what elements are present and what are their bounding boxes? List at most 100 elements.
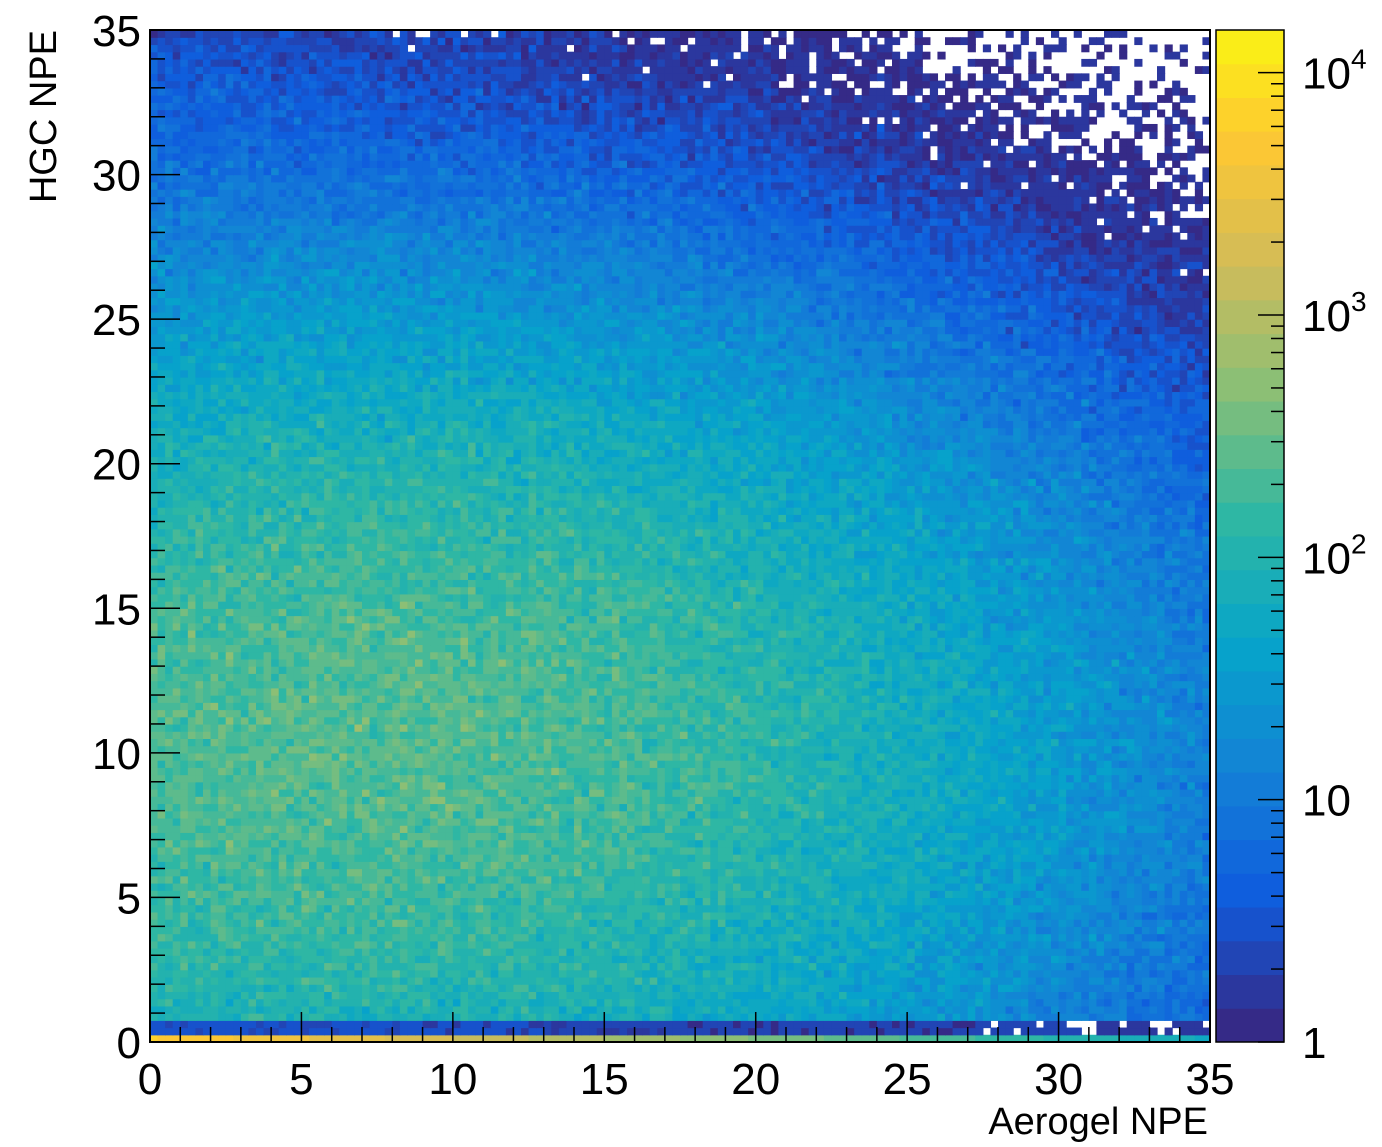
heatmap-cell [990, 803, 999, 812]
heatmap-cell [415, 991, 424, 1000]
heatmap-cell [1119, 897, 1128, 906]
heatmap-cell [498, 955, 507, 964]
heatmap-cell [808, 962, 817, 971]
heatmap-cell [475, 846, 484, 855]
heatmap-cell [990, 1005, 999, 1014]
heatmap-cell [1126, 976, 1135, 985]
heatmap-cell [286, 940, 295, 949]
heatmap-cell [808, 991, 817, 1000]
heatmap-cell [543, 882, 552, 891]
heatmap-cell [627, 998, 636, 1007]
heatmap-cell [869, 926, 878, 935]
heatmap-cell [801, 940, 810, 949]
heatmap-cell [422, 926, 431, 935]
heatmap-cell [740, 890, 749, 899]
heatmap-cell [801, 789, 810, 797]
heatmap-cell [233, 984, 242, 992]
heatmap-cell [922, 969, 931, 978]
heatmap-cell [1058, 1013, 1067, 1021]
heatmap-cell [1005, 839, 1014, 848]
heatmap-cell [210, 1013, 219, 1021]
heatmap-cell [331, 789, 340, 797]
heatmap-cell [218, 998, 227, 1007]
heatmap-cell [998, 940, 1007, 949]
heatmap-cell [1020, 984, 1029, 992]
heatmap-cell [1035, 796, 1045, 805]
heatmap-cell [604, 1020, 613, 1029]
heatmap-cell [960, 854, 969, 862]
heatmap-cell [157, 904, 166, 913]
heatmap-cell [309, 911, 318, 920]
heatmap-cell [180, 1013, 189, 1021]
heatmap-cell [271, 817, 280, 826]
heatmap-cell [422, 1020, 431, 1029]
heatmap-cell [316, 897, 325, 906]
heatmap-cell [929, 803, 939, 812]
heatmap-cell [574, 803, 583, 812]
heatmap-cell [513, 854, 522, 862]
heatmap-cell [846, 984, 855, 992]
heatmap-cell [1119, 832, 1128, 841]
heatmap-cell [664, 817, 674, 826]
heatmap-cell [1141, 1013, 1151, 1021]
heatmap-cell [725, 890, 734, 899]
heatmap-cell [680, 1027, 689, 1036]
heatmap-cell [733, 984, 742, 992]
heatmap-cell [195, 976, 204, 985]
heatmap-cell [240, 1034, 250, 1043]
heatmap-cell [589, 911, 598, 920]
heatmap-cell [642, 904, 651, 913]
heatmap-cell [581, 984, 590, 992]
heatmap-cell [354, 789, 363, 797]
heatmap-cell [778, 789, 787, 797]
heatmap-cell [339, 825, 348, 833]
heatmap-cell [415, 919, 424, 927]
heatmap-cell [907, 926, 916, 935]
heatmap-cell [846, 933, 855, 942]
heatmap-cell [566, 861, 575, 870]
heatmap-cell [528, 984, 537, 992]
heatmap-cell [680, 796, 689, 805]
heatmap-cell [611, 810, 621, 819]
heatmap-cell [861, 933, 870, 942]
heatmap-cell [293, 803, 303, 812]
heatmap-cell [1149, 882, 1158, 891]
heatmap-cell [680, 810, 689, 819]
heatmap-cell [354, 897, 363, 906]
heatmap-cell [611, 926, 621, 935]
heatmap-cell [346, 1005, 356, 1014]
heatmap-cell [892, 832, 901, 841]
heatmap-cell [945, 1034, 954, 1043]
heatmap-cell [286, 948, 295, 956]
heatmap-cell [998, 825, 1007, 833]
heatmap-cell [687, 904, 696, 913]
heatmap-cell [589, 803, 598, 812]
heatmap-cell [831, 897, 840, 906]
heatmap-cell [649, 882, 658, 891]
heatmap-cell [687, 955, 696, 964]
heatmap-cell [415, 817, 424, 826]
heatmap-cell [680, 868, 689, 877]
heatmap-cell [581, 781, 590, 790]
heatmap-cell [634, 803, 643, 812]
heatmap-cell [1194, 919, 1204, 927]
heatmap-cell [437, 904, 446, 913]
heatmap-cell [240, 976, 250, 985]
heatmap-cell [422, 846, 431, 855]
heatmap-cell [869, 861, 878, 870]
heatmap-cell [513, 1027, 522, 1036]
heatmap-cell [740, 940, 749, 949]
heatmap-cell [316, 832, 325, 841]
heatmap-cell [172, 890, 181, 899]
heatmap-cell [263, 796, 272, 805]
heatmap-cell [490, 868, 499, 877]
heatmap-cell [680, 890, 689, 899]
heatmap-cell [619, 919, 628, 927]
heatmap-cell [422, 789, 431, 797]
heatmap-cell [543, 976, 552, 985]
heatmap-cell [627, 789, 636, 797]
heatmap-cell [218, 854, 227, 862]
heatmap-cell [861, 861, 870, 870]
heatmap-cell [278, 781, 287, 790]
heatmap-cell [1111, 825, 1120, 833]
